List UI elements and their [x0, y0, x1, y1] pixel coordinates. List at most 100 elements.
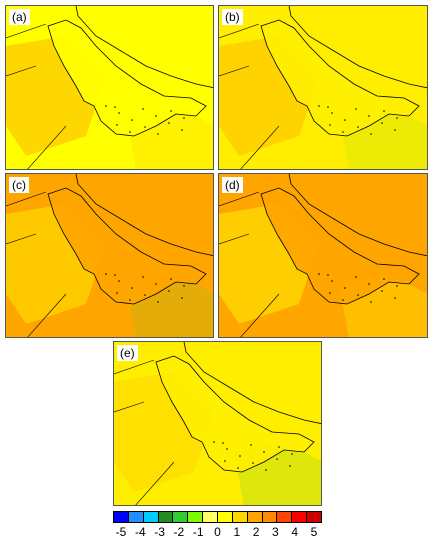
colorbar-ticks: -5 -4 -3 -2 -1 0 1 2 3 4 5 — [113, 525, 322, 541]
map-panel-e: (e) — [113, 341, 322, 506]
island-dot — [226, 448, 228, 450]
map-b-svg — [219, 6, 427, 169]
country-border — [219, 23, 280, 169]
island-dot — [118, 280, 120, 282]
island-dot — [318, 105, 320, 107]
island-dot — [181, 297, 183, 299]
map-panel-c: (c) — [5, 173, 214, 338]
island-dot — [105, 273, 107, 275]
colorbar-tick-label: -3 — [154, 525, 165, 539]
island-dot — [105, 105, 107, 107]
coastline — [183, 342, 321, 424]
island-dot — [222, 442, 224, 444]
island-dot — [276, 458, 278, 460]
island-dot — [368, 283, 370, 285]
island-dot — [252, 462, 254, 464]
island-dot — [331, 280, 333, 282]
panel-label-e: (e) — [117, 345, 138, 361]
island-dot — [344, 119, 346, 121]
island-dot — [383, 110, 385, 112]
island-dot — [383, 278, 385, 280]
island-dot — [368, 115, 370, 117]
island-dot — [118, 112, 120, 114]
colorbar-swatch — [292, 512, 308, 522]
gulf-coastline — [260, 19, 420, 137]
island-dot — [168, 122, 170, 124]
panel-label-a: (a) — [9, 9, 30, 25]
panel-label-b: (b) — [222, 9, 243, 25]
colorbar-tick-label: 1 — [233, 525, 241, 539]
island-dot — [250, 444, 252, 446]
island-dot — [142, 108, 144, 110]
island-dot — [131, 119, 133, 121]
island-dot — [370, 133, 372, 135]
coastline — [75, 174, 213, 256]
island-dot — [394, 297, 396, 299]
gulf-coastline — [47, 19, 207, 137]
island-dot — [129, 299, 131, 301]
island-dot — [344, 287, 346, 289]
island-dot — [357, 126, 359, 128]
colorbar — [113, 511, 322, 523]
map-a-svg — [6, 6, 213, 169]
colorbar-swatch — [218, 512, 233, 522]
map-panel-a: (a) — [5, 5, 214, 170]
island-dot — [213, 441, 215, 443]
island-dot — [155, 283, 157, 285]
island-dot — [157, 301, 159, 303]
island-dot — [357, 294, 359, 296]
island-dot — [318, 273, 320, 275]
gulf-coastline — [155, 355, 315, 473]
colorbar-swatch — [277, 512, 293, 522]
island-dot — [291, 453, 293, 455]
colorbar-swatch — [307, 512, 322, 522]
colorbar-swatch — [203, 512, 219, 522]
island-dot — [183, 285, 185, 287]
island-dot — [327, 106, 329, 108]
gulf-coastline — [260, 187, 420, 305]
island-dot — [396, 285, 398, 287]
island-dot — [342, 131, 344, 133]
island-dot — [355, 276, 357, 278]
island-dot — [381, 122, 383, 124]
map-e-svg — [114, 342, 321, 505]
island-dot — [278, 446, 280, 448]
country-border — [219, 191, 280, 337]
island-dot — [342, 299, 344, 301]
panel-label-d: (d) — [222, 177, 243, 193]
colorbar-tick-label: 2 — [252, 525, 260, 539]
colorbar-tick-label: 3 — [272, 525, 279, 539]
island-dot — [381, 290, 383, 292]
island-dot — [370, 301, 372, 303]
island-dot — [181, 129, 183, 131]
colorbar-swatch — [232, 512, 248, 522]
map-c-svg — [6, 174, 213, 337]
coastline — [288, 6, 427, 89]
island-dot — [331, 112, 333, 114]
island-dot — [396, 117, 398, 119]
colorbar-tick-label: -4 — [134, 525, 146, 539]
island-dot — [157, 133, 159, 135]
colorbar-swatch — [158, 512, 174, 522]
colorbar-tick-label: -1 — [192, 525, 204, 539]
colorbar-tick-label: 4 — [291, 525, 299, 539]
island-dot — [131, 287, 133, 289]
island-dot — [289, 465, 291, 467]
island-dot — [329, 124, 331, 126]
island-dot — [355, 108, 357, 110]
island-dot — [116, 124, 118, 126]
island-dot — [394, 129, 396, 131]
island-dot — [116, 292, 118, 294]
map-d-svg — [219, 174, 427, 337]
country-border — [114, 359, 175, 505]
colorbar-swatch — [114, 512, 129, 522]
colorbar-tick-label: -2 — [173, 525, 185, 539]
colorbar-tick-label: -5 — [115, 525, 127, 539]
island-dot — [170, 278, 172, 280]
colorbar-swatch — [173, 512, 189, 522]
island-dot — [327, 274, 329, 276]
panel-label-c: (c) — [9, 177, 29, 193]
colorbar-swatch — [188, 512, 204, 522]
island-dot — [168, 290, 170, 292]
map-panel-b: (b) — [218, 5, 428, 170]
